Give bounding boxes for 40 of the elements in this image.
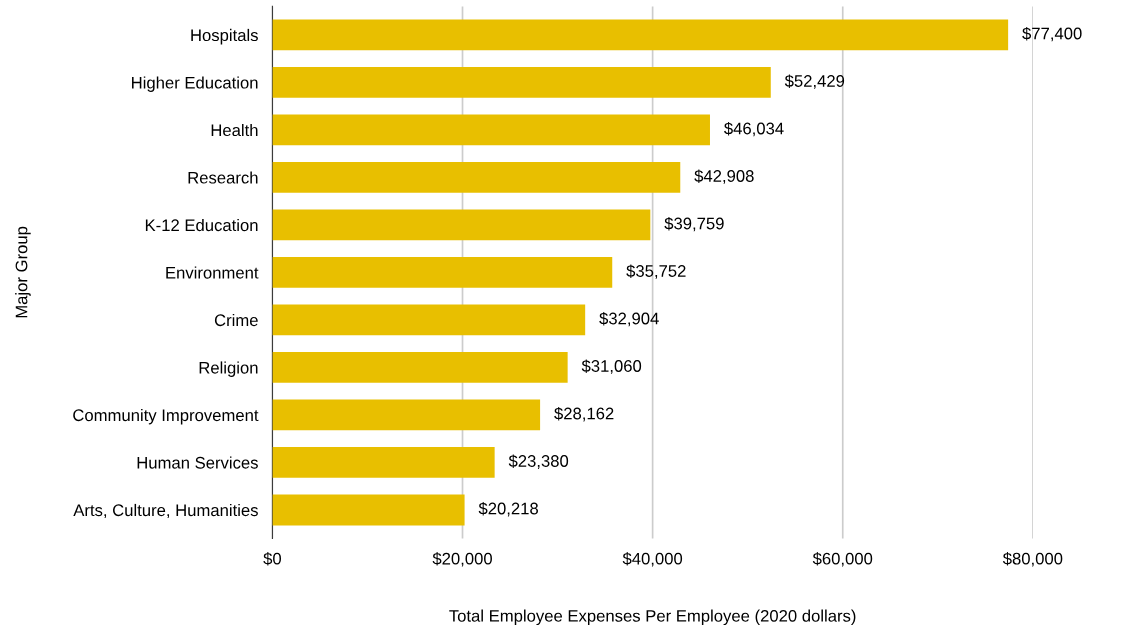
y-tick-label: Arts, Culture, Humanities: [73, 503, 258, 519]
data-label: $52,429: [784, 74, 845, 89]
y-tick-label: Research: [188, 171, 258, 184]
data-label: $20,218: [478, 501, 538, 517]
bar: [272, 66, 771, 98]
bar: [272, 256, 613, 288]
x-tick-label: $40,000: [622, 552, 683, 567]
y-tick-label: Community Improvement: [73, 408, 259, 425]
y-tick-label: K-12 Education: [145, 218, 258, 232]
bar: [272, 399, 541, 431]
y-tick-label: Environment: [166, 266, 259, 279]
data-label: $46,034: [724, 121, 784, 137]
bar: [272, 494, 465, 526]
x-tick-label: $20,000: [432, 552, 492, 567]
y-tick-label: Crime: [214, 313, 258, 327]
data-label: $32,904: [599, 311, 659, 327]
data-label: $35,752: [626, 264, 686, 279]
y-tick-label: Hospitals: [191, 28, 258, 45]
bar: [272, 114, 710, 146]
bar: [272, 161, 681, 193]
y-axis-title: Major Group: [15, 226, 31, 318]
x-tick-label: $0: [263, 552, 282, 566]
data-label: $31,060: [581, 359, 642, 374]
y-tick-label: Religion: [199, 361, 258, 377]
bar: [272, 351, 568, 383]
x-tick-label: $80,000: [1002, 552, 1063, 567]
bar: [272, 19, 1009, 51]
bar: [272, 304, 586, 336]
data-label: $42,908: [694, 169, 754, 184]
data-label: $28,162: [554, 406, 614, 422]
x-axis-title: Total Employee Expenses Per Employee (2020 dollars): [449, 609, 856, 626]
bar: [272, 209, 651, 241]
data-label: $23,380: [508, 454, 569, 469]
y-tick-label: Higher Education: [132, 76, 258, 92]
data-label: $77,400: [1022, 26, 1082, 42]
bar: [272, 447, 495, 478]
x-tick-label: $60,000: [812, 552, 873, 567]
y-tick-label: Health: [211, 123, 258, 137]
y-tick-label: Human Services: [137, 456, 258, 469]
data-label: $39,759: [664, 216, 724, 232]
